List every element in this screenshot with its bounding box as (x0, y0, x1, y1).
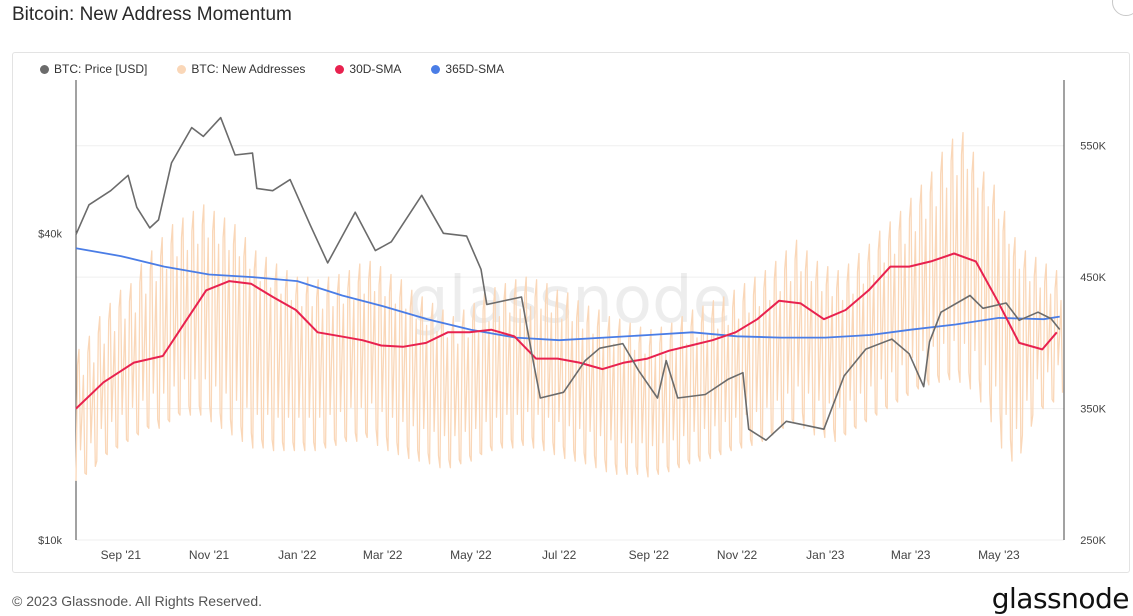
x-tick-label-6: Sep '22 (629, 548, 670, 562)
corner-mark (1112, 0, 1133, 16)
copyright-text: © 2023 Glassnode. All Rights Reserved. (12, 593, 263, 609)
y-left-tick-label-0: $10k (38, 535, 62, 547)
x-tick-label-2: Jan '22 (278, 548, 317, 562)
x-tick-label-4: May '22 (450, 548, 492, 562)
legend-swatch-new-addresses (177, 64, 187, 74)
legend-label-new-addresses: BTC: New Addresses (191, 62, 306, 76)
legend-label-price: BTC: Price [USD] (54, 62, 148, 76)
legend-swatch-price (40, 64, 49, 74)
x-tick-label-7: Nov '22 (717, 548, 758, 562)
legend-swatch-sma30 (335, 64, 345, 74)
legend-swatch-sma365 (431, 64, 441, 74)
x-tick-label-5: Jul '22 (542, 548, 577, 562)
x-tick-label-3: Mar '22 (363, 548, 403, 562)
x-tick-label-9: Mar '23 (891, 548, 931, 562)
legend-item-new-addresses[interactable]: BTC: New Addresses (177, 62, 305, 76)
brand-logo: glassnode (991, 582, 1130, 615)
y-left-tick-label-1: $40k (38, 228, 62, 240)
legend-item-sma30[interactable]: 30D-SMA (335, 62, 401, 76)
series-sma30-line (75, 252, 1058, 410)
y-right-tick-label-0: 250K (1080, 535, 1106, 547)
x-tick-label-0: Sep '21 (101, 548, 142, 562)
legend-label-sma365: 365D-SMA (445, 62, 505, 76)
legend-label-sma30: 30D-SMA (349, 62, 402, 76)
y-right-tick-label-2: 450K (1080, 272, 1106, 284)
x-tick-label-10: May '23 (978, 548, 1020, 562)
page-title: Bitcoin: New Address Momentum (12, 4, 292, 25)
y-right-tick-label-3: 550K (1080, 141, 1106, 153)
x-tick-label-1: Nov '21 (189, 548, 230, 562)
legend-item-price[interactable]: BTC: Price [USD] (40, 62, 147, 76)
x-tick-label-8: Jan '23 (806, 548, 845, 562)
legend-item-sma365[interactable]: 365D-SMA (431, 62, 504, 76)
chart-legend: BTC: Price [USD] BTC: New Addresses 30D-… (40, 62, 534, 76)
y-right-tick-label-1: 350K (1080, 404, 1106, 416)
chart-panel (12, 52, 1130, 573)
series-sma365-line (75, 247, 1060, 342)
series-price-line (75, 116, 1061, 442)
